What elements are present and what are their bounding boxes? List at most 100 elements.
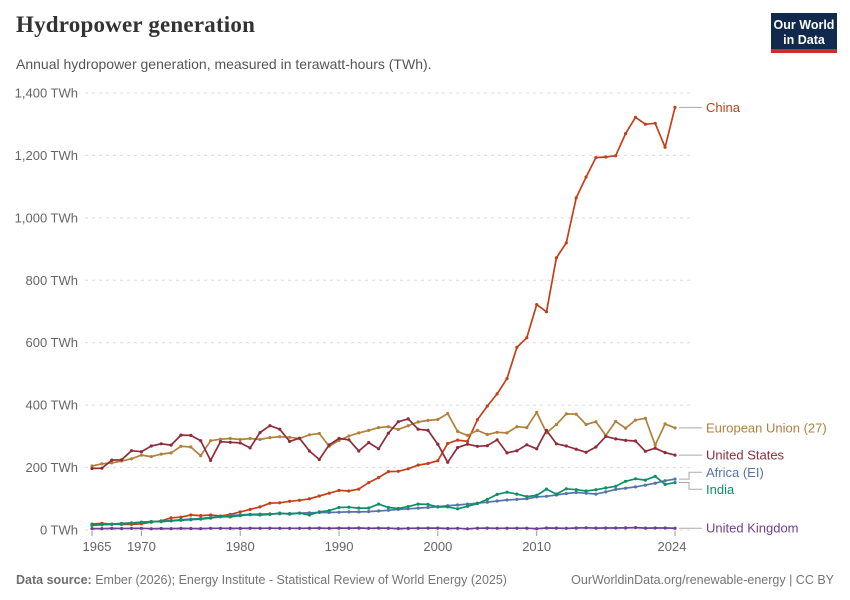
data-point (544, 487, 549, 491)
legend-label-africa-ei-[interactable]: Africa (EI) (706, 465, 764, 480)
data-point (278, 511, 282, 515)
data-point (653, 481, 657, 485)
data-point (129, 449, 134, 453)
data-point (248, 526, 252, 530)
owid-logo-accent-bar (771, 49, 837, 53)
data-point (377, 447, 381, 451)
data-point (297, 498, 302, 502)
data-point (199, 517, 203, 521)
data-point (258, 513, 262, 517)
data-point (189, 445, 193, 449)
data-point (475, 428, 479, 432)
data-point (209, 458, 213, 462)
data-point (604, 490, 608, 494)
data-point (465, 439, 470, 443)
series-line-united-states[interactable] (91, 418, 676, 470)
data-point (238, 437, 242, 442)
data-point (515, 345, 519, 349)
owid-logo-line2: in Data (783, 33, 825, 47)
series-line-africa-ei-[interactable] (91, 478, 676, 527)
legend-label-india[interactable]: India (706, 482, 735, 497)
data-source-label: Data source: (16, 573, 92, 587)
data-point (633, 526, 638, 530)
data-point (406, 417, 410, 421)
data-point (218, 515, 223, 519)
data-point (238, 441, 242, 445)
data-point (643, 478, 648, 482)
data-point (574, 447, 578, 451)
data-point (446, 412, 450, 416)
legend-label-european-union-27-[interactable]: European Union (27) (706, 420, 827, 435)
data-point (120, 522, 124, 526)
data-point (169, 516, 173, 520)
data-point (554, 492, 559, 496)
data-point (100, 462, 104, 466)
data-point (169, 443, 173, 447)
y-axis-label: 200 TWh (25, 460, 78, 475)
data-point (653, 443, 657, 447)
data-point (653, 121, 657, 125)
series-line-india[interactable] (91, 475, 676, 527)
data-point (456, 446, 460, 450)
data-point (149, 520, 153, 524)
data-point (446, 460, 450, 464)
series-line-european-union-27-[interactable] (91, 411, 676, 467)
data-point (465, 442, 470, 446)
data-point (594, 526, 598, 530)
data-point (169, 519, 173, 523)
data-point (614, 487, 618, 491)
data-point (465, 527, 470, 531)
data-point (159, 520, 163, 524)
data-point (485, 526, 489, 530)
data-point (564, 526, 568, 530)
data-point (624, 438, 628, 442)
data-point (189, 433, 193, 437)
data-point (446, 441, 450, 446)
data-point (633, 485, 638, 489)
data-point (337, 510, 341, 514)
data-point (624, 132, 628, 136)
data-point (307, 526, 311, 530)
data-point (673, 105, 677, 109)
x-axis-label: 1970 (127, 539, 156, 554)
data-point (643, 526, 648, 530)
legend-label-united-kingdom[interactable]: United Kingdom (706, 521, 799, 536)
data-point (633, 115, 638, 119)
y-axis-label: 1,000 TWh (15, 210, 78, 225)
data-point (258, 526, 262, 530)
data-point (515, 425, 519, 429)
data-point (159, 526, 163, 531)
data-point (624, 526, 628, 530)
data-point (594, 492, 598, 496)
data-point (594, 488, 598, 492)
data-point (446, 505, 450, 509)
data-point (495, 526, 499, 530)
y-axis-label: 800 TWh (25, 273, 78, 288)
x-axis-label: 1990 (325, 539, 354, 554)
data-point (505, 490, 509, 494)
legend-label-china[interactable]: China (706, 100, 741, 115)
y-axis-label: 1,400 TWh (15, 86, 78, 101)
legend-label-united-states[interactable]: United States (706, 448, 785, 463)
data-point (554, 422, 559, 427)
data-point (614, 526, 618, 530)
data-point (624, 426, 628, 430)
x-axis-label: 2010 (522, 539, 551, 554)
data-point (653, 526, 657, 530)
data-point (386, 508, 390, 512)
data-point (159, 442, 163, 446)
data-point (268, 424, 272, 428)
footer-link[interactable]: OurWorldinData.org/renewable-energy | CC… (571, 573, 834, 587)
data-point (426, 526, 430, 530)
data-point (426, 418, 430, 422)
data-point (574, 526, 578, 530)
series-line-united-kingdom[interactable] (92, 526, 676, 530)
series-line-china[interactable] (91, 107, 676, 526)
data-point (544, 310, 549, 314)
data-point (110, 458, 114, 462)
data-point (189, 513, 193, 517)
data-point (604, 434, 608, 438)
data-point (288, 526, 292, 530)
